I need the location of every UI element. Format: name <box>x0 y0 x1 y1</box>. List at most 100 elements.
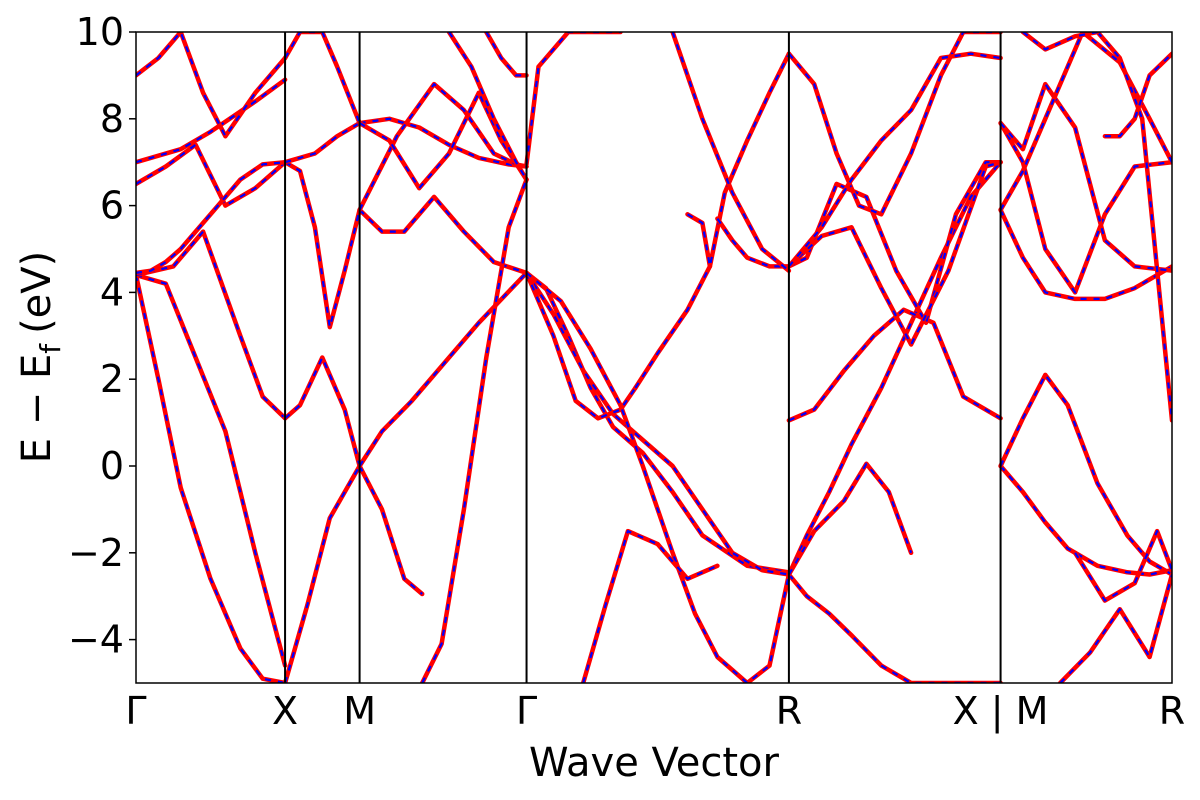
band-1-solid <box>136 272 288 683</box>
band-32-dashed <box>787 161 1002 575</box>
band-17-solid <box>357 81 529 213</box>
band-5 <box>136 77 288 165</box>
band-5-dashed <box>136 78 286 164</box>
band-9 <box>282 32 362 126</box>
band-21-dashed <box>485 32 527 77</box>
band-49-dashed <box>1104 52 1172 138</box>
bands-layer <box>136 32 1172 683</box>
band-43-dashed <box>999 122 1172 294</box>
band-25-dashed <box>634 265 711 389</box>
band-27 <box>524 32 623 167</box>
y-tick-label-8: 10 <box>76 10 124 54</box>
band-1 <box>136 272 288 683</box>
band-1-dashed <box>136 274 286 683</box>
y-axis-label-sub: f <box>34 343 67 354</box>
band-20 <box>446 32 529 182</box>
band-25-solid <box>633 264 713 391</box>
band-38-dashed <box>788 32 1001 216</box>
band-33 <box>786 572 1003 683</box>
y-axis-ticks: −4 −2 0 2 4 6 8 10 <box>68 10 136 662</box>
band-18-solid <box>357 90 529 191</box>
band-49 <box>1102 51 1172 139</box>
band-14 <box>357 270 529 469</box>
x-tick-label-5: R <box>776 689 802 733</box>
band-14-dashed <box>358 272 528 467</box>
band-37 <box>786 159 1003 347</box>
band-28-solid <box>580 528 720 683</box>
band-41-dashed <box>999 373 1172 576</box>
band-42 <box>998 207 1172 302</box>
band-34-solid <box>786 461 914 577</box>
band-45-dashed <box>999 32 1172 211</box>
band-27-dashed <box>525 32 621 165</box>
band-17 <box>357 81 529 213</box>
band-50 <box>1020 32 1100 52</box>
band-12 <box>282 120 362 165</box>
band-39-solid <box>786 51 1003 269</box>
band-45 <box>998 32 1172 213</box>
y-tick-label-5: 4 <box>100 270 124 314</box>
band-2-solid <box>136 272 288 668</box>
x-tick-label-7: R <box>1159 689 1185 733</box>
band-47 <box>1072 528 1172 603</box>
band-46-solid <box>1057 572 1172 683</box>
band-13-dashed <box>358 465 423 595</box>
plot-frame <box>135 31 1173 684</box>
band-6-dashed <box>136 32 286 138</box>
band-34 <box>786 461 914 577</box>
band-12-dashed <box>284 122 361 164</box>
band-7 <box>136 159 288 276</box>
band-7-dashed <box>136 161 286 274</box>
band-35-dashed <box>788 308 1002 422</box>
band-19-solid <box>419 177 529 683</box>
band-46 <box>1057 572 1172 683</box>
band-23-solid <box>524 270 792 577</box>
band-32 <box>786 159 1003 577</box>
y-axis-label: E − Ef (eV) <box>14 251 67 464</box>
band-10-dashed <box>284 465 361 683</box>
band-6-solid <box>136 32 288 139</box>
kpoint-lines <box>284 32 1002 683</box>
band-10 <box>282 463 362 683</box>
band-23 <box>524 270 792 577</box>
band-28 <box>580 528 720 683</box>
band-23-dashed <box>525 272 790 576</box>
band-35-solid <box>786 307 1003 423</box>
band-40-dashed <box>999 465 1172 576</box>
band-44 <box>998 81 1172 273</box>
band-15 <box>357 194 529 276</box>
plot-area <box>135 31 1173 684</box>
band-35 <box>786 307 1003 423</box>
y-tick-label-7: 8 <box>100 97 124 141</box>
band-29-dashed <box>686 53 790 268</box>
band-31-dashed <box>671 32 790 272</box>
x-tick-label-4: Γ <box>516 689 537 733</box>
band-36-dashed <box>788 161 1001 324</box>
band-30-dashed <box>716 217 789 268</box>
band-15-dashed <box>358 195 527 274</box>
band-24-dashed <box>525 272 637 420</box>
band-38 <box>786 32 1003 217</box>
band-8-solid <box>282 355 362 469</box>
band-8 <box>282 355 362 469</box>
band-29 <box>685 51 792 269</box>
x-axis-ticks: Γ X M Γ R X | M R <box>125 689 1185 734</box>
y-axis-label-main: E − E <box>14 354 60 464</box>
band-44-dashed <box>999 82 1172 272</box>
band-34-dashed <box>787 462 913 576</box>
band-30 <box>715 216 792 269</box>
band-12-solid <box>282 120 362 165</box>
band-31 <box>670 32 792 273</box>
band-19 <box>419 177 529 683</box>
band-48 <box>1095 32 1172 423</box>
band-2 <box>136 272 288 668</box>
y-tick-label-4: 2 <box>100 357 124 401</box>
band-22-dashed <box>525 272 790 574</box>
band-39 <box>786 51 1003 269</box>
band-18 <box>357 90 529 191</box>
band-9-dashed <box>284 32 361 124</box>
band-13-solid <box>357 463 425 597</box>
y-tick-label-2: −2 <box>68 531 124 575</box>
band-11-solid <box>282 159 362 330</box>
